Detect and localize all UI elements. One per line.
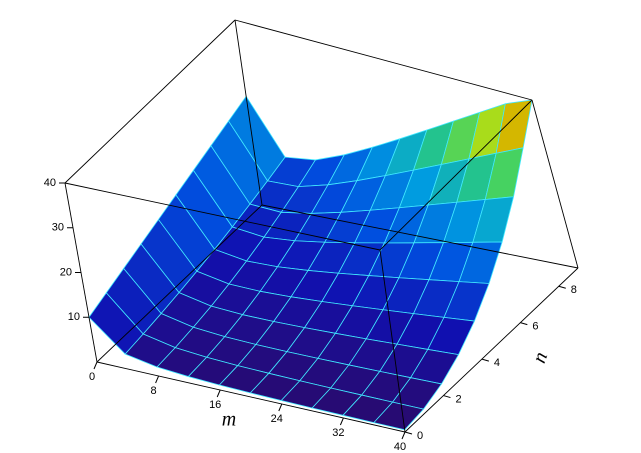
box-edge [234, 19, 263, 206]
surface-patch [373, 401, 424, 431]
x-tick [155, 375, 160, 384]
y-tick-label: 6 [532, 321, 538, 333]
surface [88, 95, 533, 431]
x-tick-label: 32 [332, 427, 344, 439]
z-tick-label: 10 [68, 311, 80, 323]
y-tick [443, 395, 451, 399]
y-axis-label: n [528, 349, 552, 366]
z-tick-label: 30 [52, 222, 64, 234]
box-edge [96, 204, 263, 363]
x-tick-label: 24 [271, 413, 283, 425]
x-tick [278, 403, 283, 412]
z-tick-label: 40 [44, 177, 56, 189]
box-edge [96, 361, 406, 433]
y-tick [558, 285, 566, 289]
x-tick-label: 40 [394, 441, 406, 453]
x-tick-label: 8 [151, 385, 157, 397]
x-tick [216, 389, 221, 398]
box-edge [531, 99, 579, 269]
y-tick [404, 431, 413, 435]
y-tick-label: 4 [494, 357, 500, 369]
box-edge [234, 19, 533, 101]
x-tick [93, 361, 98, 370]
box-edge [379, 99, 533, 251]
y-tick [481, 358, 490, 362]
y-tick-label: 8 [571, 284, 577, 296]
x-axis-label: m [222, 409, 236, 431]
box-edge [404, 267, 579, 433]
y-tick [520, 322, 528, 326]
box [64, 19, 579, 433]
box-edge [64, 19, 236, 184]
box-edge [379, 249, 406, 433]
x-tick-label: 0 [89, 371, 95, 383]
x-tick [339, 417, 344, 426]
y-tick-label: 2 [455, 393, 461, 405]
y-tick-label: 0 [417, 430, 423, 442]
box-edge [261, 204, 579, 269]
x-tick [401, 431, 406, 440]
x-tick-label: 16 [209, 399, 221, 411]
z-tick-label: 20 [60, 266, 72, 278]
box-edge [64, 182, 381, 251]
